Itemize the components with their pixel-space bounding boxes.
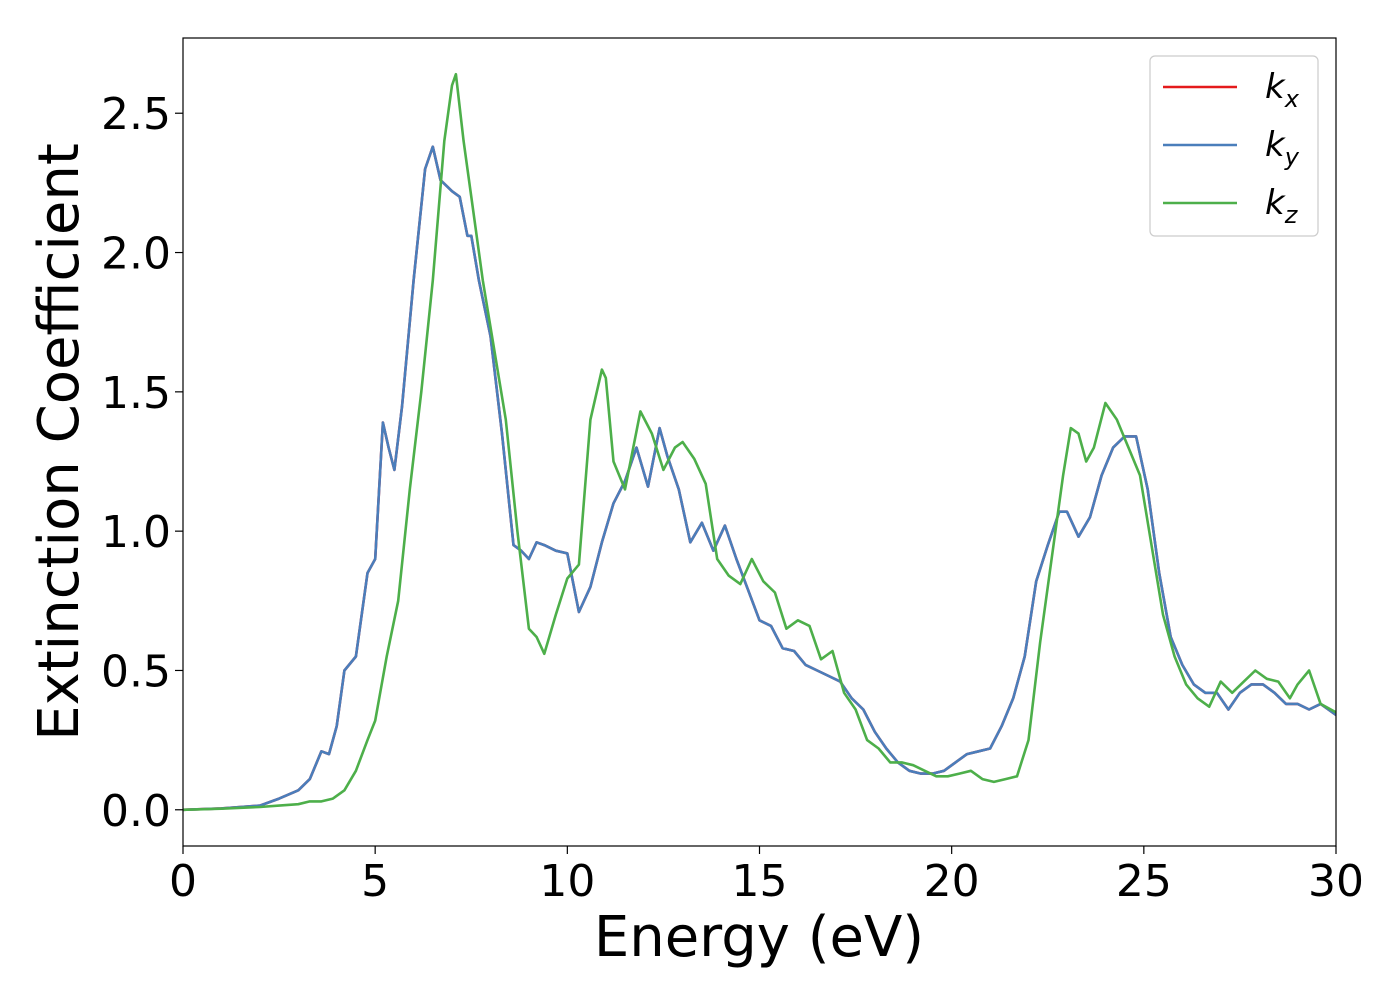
y-tick-label: 0.5 <box>101 646 171 697</box>
x-tick-label: 30 <box>1308 856 1364 907</box>
legend-label-kz: kz <box>1265 183 1299 229</box>
x-tick-label: 15 <box>732 856 788 907</box>
x-tick-label: 0 <box>169 856 197 907</box>
legend-label-ky: ky <box>1265 125 1300 171</box>
series-layer <box>183 72 1336 812</box>
y-axis: 0.0 0.5 1.0 1.5 2.0 2.5 <box>101 89 183 837</box>
y-tick-label: 2.0 <box>101 229 171 280</box>
x-tick-label: 5 <box>361 856 389 907</box>
x-tick-label: 25 <box>1116 856 1172 907</box>
y-tick-label: 0.0 <box>101 786 171 837</box>
x-axis-title: Energy (eV) <box>594 905 924 970</box>
x-axis: 0 5 10 15 20 25 30 <box>169 846 1364 907</box>
y-tick-label: 1.0 <box>101 507 171 558</box>
x-tick-label: 10 <box>539 856 595 907</box>
y-axis-title: Extinction Coefficient <box>27 143 92 741</box>
x-tick-label: 20 <box>924 856 980 907</box>
y-tick-label: 1.5 <box>101 368 171 419</box>
legend: kx ky kz <box>1149 55 1319 237</box>
legend-label-kx: kx <box>1265 67 1300 113</box>
series-line-ky <box>183 145 1336 812</box>
series-line-kz <box>183 72 1336 812</box>
y-tick-label: 2.5 <box>101 89 171 140</box>
